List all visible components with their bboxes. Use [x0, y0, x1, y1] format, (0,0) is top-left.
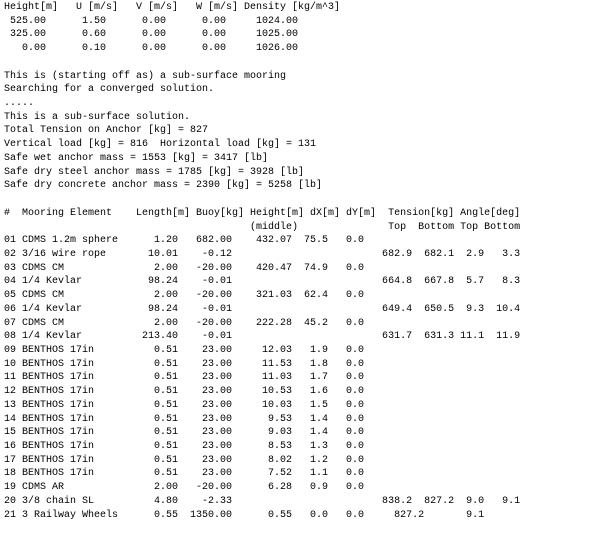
console-output: Height[m] U [m/s] V [m/s] W [m/s] Densit…	[4, 1, 520, 522]
wet-anchor-mass-line: Safe wet anchor mass = 1553 [kg] = 3417 …	[4, 152, 269, 164]
element-row: 01 CDMS 1.2m sphere 1.20 682.00 432.07 7…	[4, 235, 365, 247]
element-row: 14 BENTHOS 17in 0.51 23.00 9.53 1.4 0.0	[4, 413, 365, 425]
element-row: 09 BENTHOS 17in 0.51 23.00 12.03 1.9 0.0	[4, 344, 365, 356]
element-row: 12 BENTHOS 17in 0.51 23.00 10.53 1.6 0.0	[4, 386, 365, 398]
element-row: 20 3/8 chain SL 4.80 -2.33 838.2 827.2 9…	[4, 495, 521, 507]
steel-anchor-mass-line: Safe dry steel anchor mass = 1785 [kg] =…	[4, 166, 305, 178]
element-row: 11 BENTHOS 17in 0.51 23.00 11.03 1.7 0.0	[4, 372, 365, 384]
element-row: 07 CDMS CM 2.00 -20.00 222.28 45.2 0.0	[4, 317, 365, 329]
element-row: 13 BENTHOS 17in 0.51 23.00 10.03 1.5 0.0	[4, 399, 365, 411]
element-row: 15 BENTHOS 17in 0.51 23.00 9.03 1.4 0.0	[4, 427, 365, 439]
element-row: 08 1/4 Kevlar 213.40 -0.01 631.7 631.3 1…	[4, 331, 521, 343]
element-row: 04 1/4 Kevlar 98.24 -0.01 664.8 667.8 5.…	[4, 276, 521, 288]
status-line: This is (starting off as) a sub-surface …	[4, 70, 287, 82]
blank-line	[4, 56, 520, 70]
anchor-tension-line: Total Tension on Anchor [kg] = 827	[4, 125, 209, 137]
element-row: 10 BENTHOS 17in 0.51 23.00 11.53 1.8 0.0	[4, 358, 365, 370]
progress-dots: .....	[4, 98, 35, 110]
element-row: 05 CDMS CM 2.00 -20.00 321.03 62.4 0.0	[4, 290, 365, 302]
status-line: Searching for a converged solution.	[4, 84, 215, 96]
profile-row: 325.00 0.60 0.00 0.00 1025.00	[4, 29, 299, 41]
element-row: 16 BENTHOS 17in 0.51 23.00 8.53 1.3 0.0	[4, 441, 365, 452]
concrete-anchor-mass-line: Safe dry concrete anchor mass = 2390 [kg…	[4, 180, 323, 192]
element-row: 19 CDMS AR 2.00 -20.00 6.28 0.9 0.0	[4, 482, 365, 494]
element-row: 21 3 Railway Wheels 0.55 1350.00 0.55 0.…	[4, 509, 485, 521]
anchor-load-line: Vertical load [kg] = 816 Horizontal load…	[4, 139, 317, 151]
profile-row: 0.00 0.10 0.00 0.00 1026.00	[4, 43, 299, 55]
element-row: 03 CDMS CM 2.00 -20.00 420.47 74.9 0.0	[4, 262, 365, 274]
element-row: 06 1/4 Kevlar 98.24 -0.01 649.4 650.5 9.…	[4, 303, 521, 315]
element-row: 02 3/16 wire rope 10.01 -0.12 682.9 682.…	[4, 248, 521, 260]
element-table-subheader: (middle) Top Bottom Top Bottom	[4, 221, 521, 233]
element-row: 18 BENTHOS 17in 0.51 23.00 7.52 1.1 0.0	[4, 468, 365, 480]
status-line: This is a sub-surface solution.	[4, 111, 191, 123]
profile-row: 525.00 1.50 0.00 0.00 1024.00	[4, 15, 299, 27]
profile-header-line: Height[m] U [m/s] V [m/s] W [m/s] Densit…	[4, 2, 341, 13]
element-table-header: # Mooring Element Length[m] Buoy[kg] Hei…	[4, 207, 521, 219]
element-row: 17 BENTHOS 17in 0.51 23.00 8.02 1.2 0.0	[4, 454, 365, 466]
blank-line	[4, 193, 520, 207]
